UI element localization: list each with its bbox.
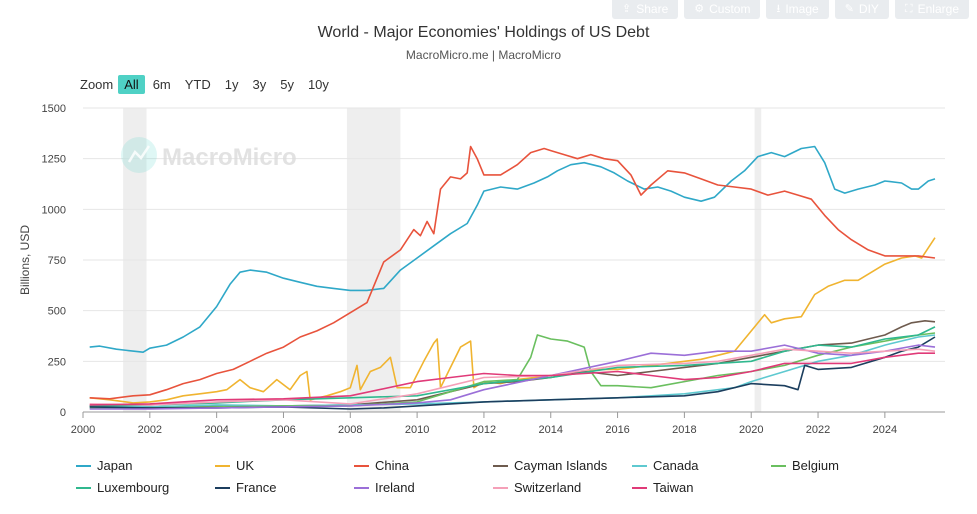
toolbar-label: DIY: [858, 2, 879, 16]
series-line-belgium: [89, 332, 936, 409]
gear-button[interactable]: ⚙ Custom: [684, 0, 761, 19]
x-tick-label: 2024: [873, 424, 897, 436]
x-tick-label: 2000: [71, 424, 95, 436]
legend-label: Belgium: [792, 458, 839, 473]
legend-swatch: [354, 486, 369, 489]
chart-title: World - Major Economies' Holdings of US …: [317, 24, 650, 41]
legend-item-belgium[interactable]: Belgium: [771, 458, 910, 473]
legend-swatch: [76, 464, 91, 467]
series-line-canada: [89, 334, 936, 408]
zoom-option-ytd[interactable]: YTD: [184, 77, 211, 92]
x-tick-label: 2006: [271, 424, 295, 436]
chart-subtitle: MacroMicro.me | MacroMicro: [405, 48, 562, 62]
legend-item-canada[interactable]: Canada: [632, 458, 771, 473]
toolbar-label: Image: [785, 2, 819, 16]
legend-item-cayman-islands[interactable]: Cayman Islands: [493, 458, 632, 473]
zoom-selector: Zoom All 6m YTD 1y 3y 5y 10y: [80, 75, 337, 94]
zoom-label: Zoom: [80, 77, 114, 92]
x-tick-label: 2004: [204, 424, 228, 436]
legend-label: France: [236, 480, 277, 495]
legend-item-france[interactable]: France: [215, 480, 354, 495]
legend-label: Luxembourg: [97, 480, 170, 495]
legend-item-taiwan[interactable]: Taiwan: [632, 480, 771, 495]
legend-item-luxembourg[interactable]: Luxembourg: [76, 480, 215, 495]
y-axis-label: Billions, USD: [18, 225, 32, 295]
legend-label: Switzerland: [514, 480, 582, 495]
gear-icon: ⚙: [694, 3, 705, 15]
toolbar: ⇪ Share ⚙ Custom ⭳ Image ✎ DIY ⛶ Enlarge: [612, 0, 969, 19]
watermark-text: MacroMicro: [162, 144, 297, 171]
series-line-china: [89, 145, 936, 400]
legend-item-china[interactable]: China: [354, 458, 493, 473]
y-tick-label: 1000: [42, 204, 66, 216]
legend-swatch: [215, 464, 230, 467]
legend-label: Taiwan: [653, 480, 694, 495]
x-tick-label: 2022: [806, 424, 830, 436]
legend-label: China: [375, 458, 409, 473]
legend-label: Canada: [653, 458, 699, 473]
legend-label: Ireland: [375, 480, 415, 495]
y-tick-label: 0: [60, 407, 66, 419]
watermark: MacroMicro: [121, 137, 297, 173]
legend-item-switzerland[interactable]: Switzerland: [493, 480, 632, 495]
toolbar-label: Share: [636, 2, 669, 16]
expand-icon: ⛶: [904, 3, 913, 15]
pencil-icon: ✎: [844, 3, 854, 15]
legend-swatch: [493, 464, 508, 467]
y-tick-label: 250: [48, 356, 66, 368]
x-tick-label: 2016: [605, 424, 629, 436]
legend-swatch: [632, 486, 647, 489]
x-tick-label: 2008: [338, 424, 362, 436]
x-tick-label: 2012: [472, 424, 496, 436]
y-tick-label: 1500: [42, 103, 66, 115]
series-line-taiwan: [89, 352, 935, 406]
zoom-option-3y[interactable]: 3y: [252, 77, 267, 92]
series-line-france: [89, 336, 936, 410]
legend-label: UK: [236, 458, 255, 473]
series-line-switzerland: [89, 348, 936, 406]
x-tick-label: 2018: [672, 424, 696, 436]
legend-swatch: [632, 464, 647, 467]
legend-swatch: [354, 464, 369, 467]
x-tick-label: 2010: [405, 424, 429, 436]
legend-item-uk[interactable]: UK: [215, 458, 354, 473]
legend-item-japan[interactable]: Japan: [76, 458, 215, 473]
share-icon: ⇪: [622, 3, 632, 15]
zoom-option-5y[interactable]: 5y: [280, 77, 294, 92]
zoom-option-10y[interactable]: 10y: [307, 77, 329, 92]
x-tick-label: 2002: [138, 424, 162, 436]
series-line-uk: [89, 237, 936, 404]
legend-item-ireland[interactable]: Ireland: [354, 480, 493, 495]
legend-swatch: [215, 486, 230, 489]
y-tick-label: 500: [48, 306, 66, 318]
series-line-ireland: [89, 344, 936, 410]
zoom-option-1y[interactable]: 1y: [224, 77, 239, 92]
expand-button[interactable]: ⛶ Enlarge: [894, 0, 969, 19]
chart-legend: Japan UK China Cayman Islands Canada Belgium L…: [76, 458, 956, 495]
legend-swatch: [493, 486, 508, 489]
zoom-option-all[interactable]: All: [118, 75, 145, 94]
toolbar-label: Custom: [709, 2, 751, 16]
x-tick-label: 2014: [539, 424, 563, 436]
legend-label: Japan: [97, 458, 133, 473]
y-tick-label: 1250: [42, 154, 66, 166]
legend-label: Cayman Islands: [514, 458, 608, 473]
legend-swatch: [76, 486, 91, 489]
series-line-japan: [89, 145, 936, 353]
pencil-button[interactable]: ✎ DIY: [834, 0, 889, 19]
legend-swatch: [771, 464, 786, 467]
toolbar-label: Enlarge: [917, 2, 959, 16]
x-tick-label: 2020: [739, 424, 763, 436]
download-icon: ⭳: [776, 3, 781, 15]
share-button[interactable]: ⇪ Share: [612, 0, 679, 19]
zoom-option-6m[interactable]: 6m: [152, 77, 171, 92]
download-button[interactable]: ⭳ Image: [766, 0, 829, 19]
y-tick-label: 750: [48, 255, 66, 267]
